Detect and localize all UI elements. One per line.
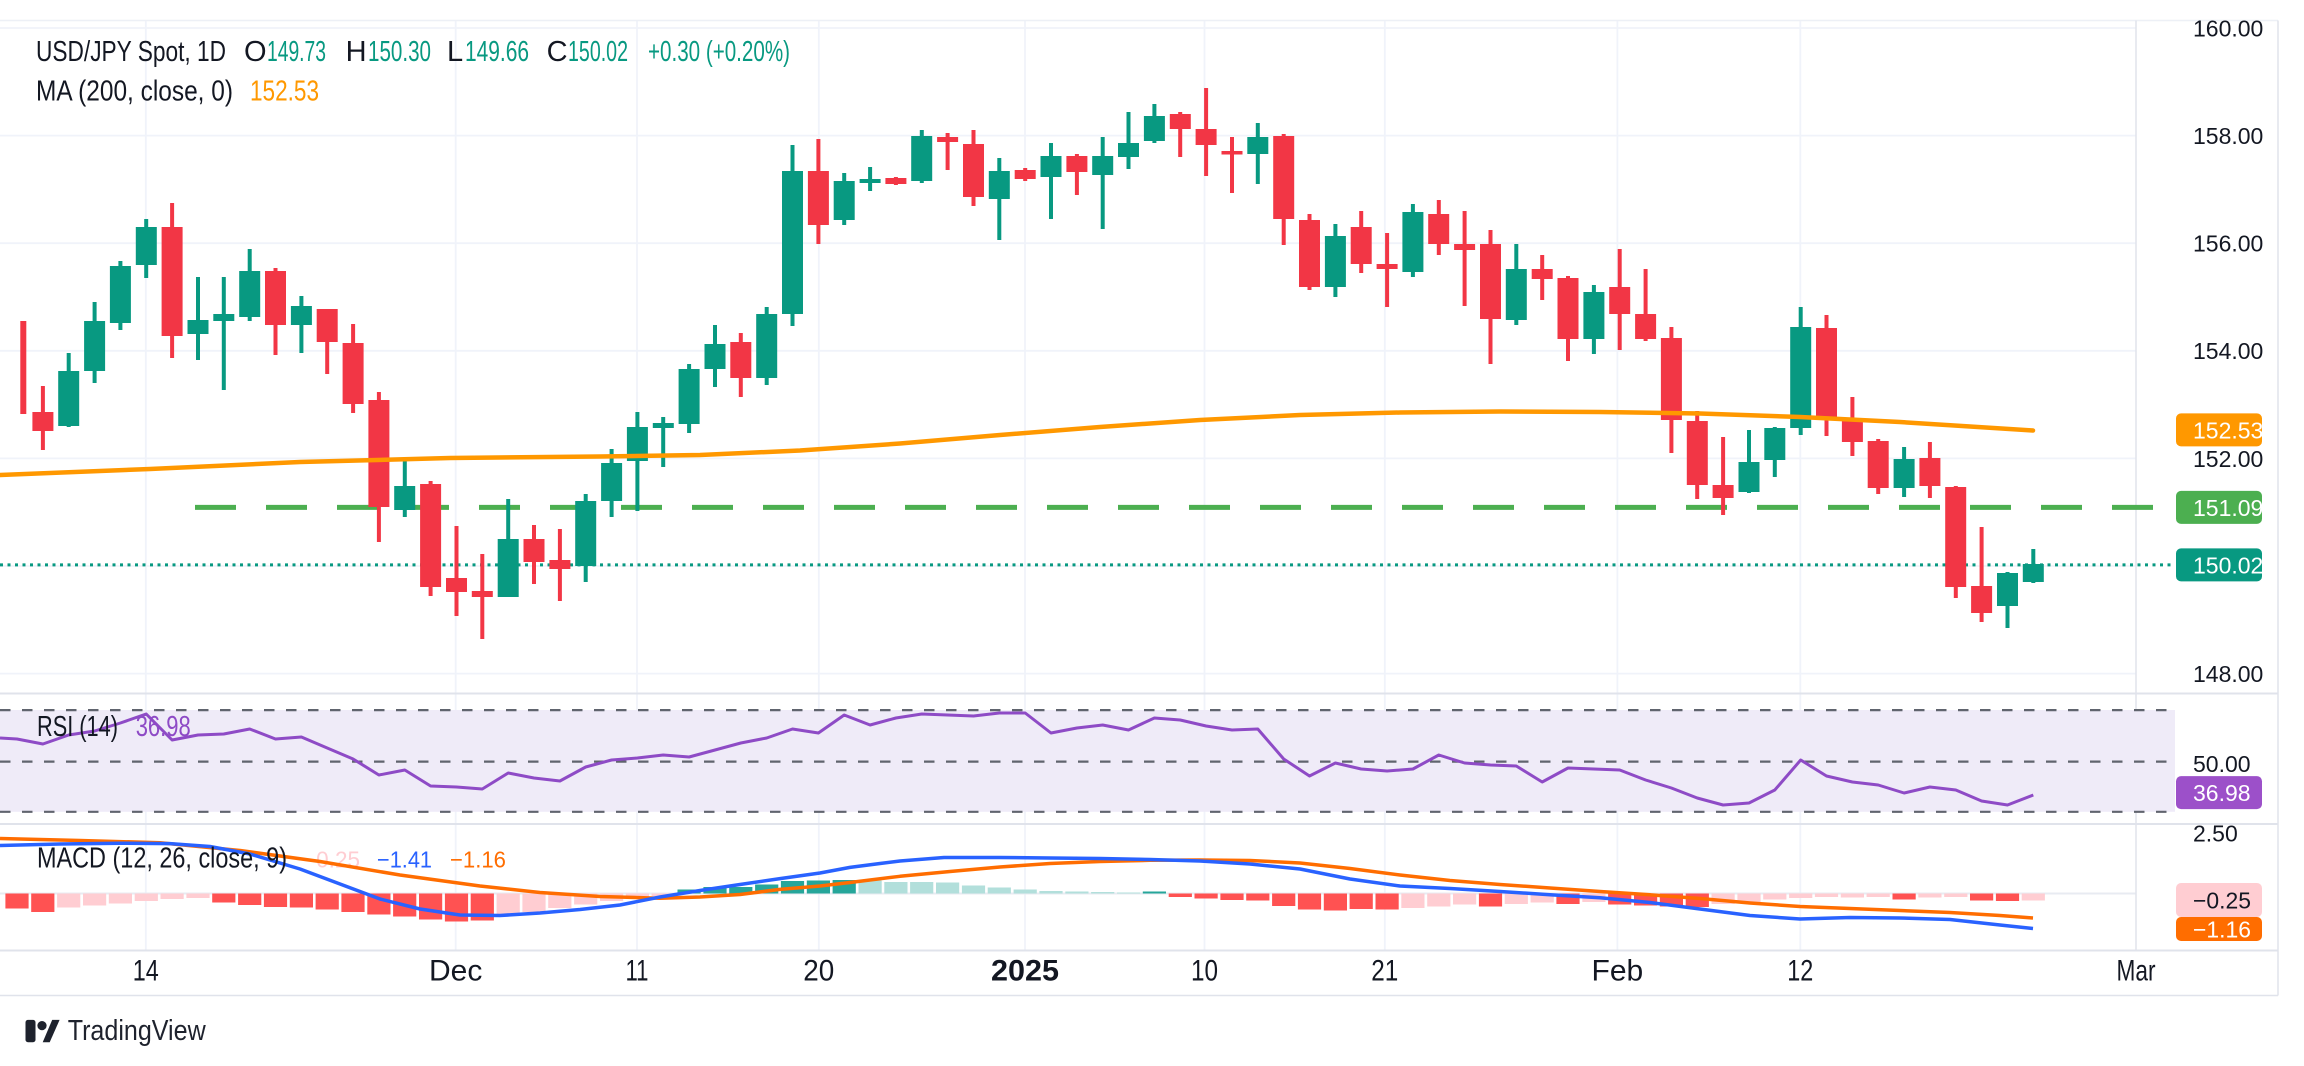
- svg-text:152.00: 152.00: [2193, 446, 2263, 472]
- svg-text:14: 14: [133, 955, 159, 988]
- svg-text:21: 21: [1371, 955, 1398, 988]
- svg-text:O: O: [244, 36, 267, 68]
- svg-text:152.53: 152.53: [2193, 417, 2263, 443]
- svg-text:12: 12: [1787, 955, 1813, 988]
- svg-text:160.00: 160.00: [2193, 15, 2263, 41]
- svg-text:MACD (12, 26, close, 9): MACD (12, 26, close, 9): [37, 843, 287, 875]
- svg-text:+0.30 (+0.20%): +0.30 (+0.20%): [648, 36, 790, 68]
- svg-text:Feb: Feb: [1592, 955, 1644, 988]
- svg-text:H: H: [346, 36, 367, 68]
- svg-text:36.98: 36.98: [136, 711, 191, 743]
- svg-text:10: 10: [1191, 955, 1218, 988]
- svg-text:148.00: 148.00: [2193, 661, 2263, 687]
- svg-text:RSI (14): RSI (14): [37, 711, 118, 743]
- svg-text:−1.41: −1.41: [377, 847, 432, 873]
- svg-text:2.50: 2.50: [2193, 821, 2238, 847]
- svg-text:Mar: Mar: [2117, 955, 2156, 988]
- svg-text:C: C: [547, 36, 568, 68]
- svg-text:151.09: 151.09: [2193, 495, 2263, 521]
- svg-text:50.00: 50.00: [2193, 751, 2251, 777]
- svg-text:150.30: 150.30: [368, 36, 431, 68]
- svg-text:−1.16: −1.16: [2193, 917, 2251, 943]
- svg-text:MA (200, close, 0): MA (200, close, 0): [36, 76, 233, 108]
- svg-text:152.53: 152.53: [250, 76, 319, 108]
- svg-text:TradingView: TradingView: [68, 1015, 207, 1047]
- svg-text:USD/JPY Spot, 1D: USD/JPY Spot, 1D: [36, 36, 226, 68]
- svg-text:11: 11: [626, 955, 649, 988]
- svg-text:158.00: 158.00: [2193, 123, 2263, 149]
- svg-text:36.98: 36.98: [2193, 780, 2251, 806]
- svg-text:149.73: 149.73: [267, 36, 326, 68]
- svg-text:154.00: 154.00: [2193, 338, 2263, 364]
- svg-text:Dec: Dec: [429, 955, 482, 988]
- svg-text:2025: 2025: [991, 955, 1059, 988]
- svg-text:149.66: 149.66: [465, 36, 529, 68]
- svg-text:150.02: 150.02: [2193, 552, 2263, 578]
- svg-text:L: L: [447, 36, 463, 68]
- svg-text:−0.25: −0.25: [2193, 887, 2251, 913]
- svg-text:20: 20: [803, 955, 834, 988]
- svg-text:−1.16: −1.16: [450, 847, 506, 873]
- svg-text:156.00: 156.00: [2193, 231, 2263, 257]
- svg-text:150.02: 150.02: [568, 36, 628, 68]
